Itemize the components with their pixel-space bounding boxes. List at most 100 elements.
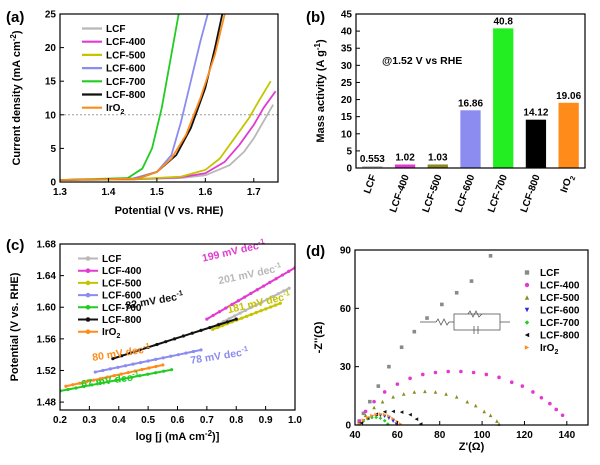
data-point (509, 380, 514, 385)
legend-label: LCF-800 (102, 315, 142, 326)
circuit-resistor (435, 318, 450, 326)
x-tick-label: 1.7 (247, 187, 261, 198)
data-point (91, 378, 96, 382)
x-tick-label: 0.3 (82, 415, 96, 426)
data-point (465, 399, 470, 404)
category-label-text: LCF-700 (486, 173, 510, 214)
y-tick-label: 10 (45, 110, 57, 121)
data-point (146, 359, 150, 363)
legend-label-text: LCF-800 (106, 90, 146, 101)
legend-label-text: LCF-600 (540, 306, 580, 317)
data-point (382, 418, 387, 423)
data-point (524, 295, 530, 300)
legend-label: LCF-800 (540, 331, 580, 342)
data-point (412, 390, 417, 394)
legend-label-text: LCF-500 (102, 278, 142, 289)
data-point (184, 351, 188, 355)
x-tick-label: 120 (516, 430, 533, 441)
y-tick-label: 40 (341, 27, 353, 38)
y-tick-label: 20 (341, 95, 353, 106)
tafel-slope-label: 201 mV dec-1 (217, 260, 283, 287)
data-point (412, 329, 417, 334)
data-point (495, 419, 499, 423)
data-point (154, 371, 158, 375)
data-point (408, 376, 412, 381)
bar-value-label: 19.06 (556, 91, 581, 102)
legend-label: LCF-500 (102, 278, 142, 289)
equivalent-circuit-inset (420, 310, 510, 334)
legend-label-text: LCF (106, 24, 125, 35)
tafel-slope-label: 80 mV dec-1 (91, 341, 151, 364)
data-point (230, 302, 234, 307)
bar (525, 119, 547, 168)
legend-label: LCF (102, 254, 121, 265)
data-point (146, 345, 150, 349)
axes-frame (355, 13, 586, 169)
y-axis-label-sup: -1 (313, 42, 322, 50)
legend-marker (85, 329, 91, 335)
data-point (386, 422, 390, 426)
legend-label-sub: 2 (120, 109, 124, 116)
legend-label-text: IrO (540, 343, 555, 354)
data-point (154, 364, 158, 369)
data-point (154, 357, 158, 362)
data-point (261, 284, 266, 288)
legend-label-text: LCF-400 (540, 281, 580, 292)
legend-label-text: LCF-800 (540, 331, 580, 342)
data-point (71, 383, 75, 387)
tafel-slope-text: 80 mV dec (91, 344, 144, 364)
data-point (497, 375, 501, 380)
legend-label-text: LCF-800 (102, 315, 142, 326)
x-axis-label: Potential (V vs. RHE) (115, 205, 224, 217)
y-axis-label-sup: -2 (9, 34, 18, 42)
legend-label-text: LCF-400 (106, 37, 146, 48)
circuit-parallel-box (453, 313, 501, 331)
data-point (164, 340, 168, 344)
panel-label: (d) (306, 243, 325, 260)
data-point (85, 380, 89, 384)
y-axis-label-text: Mass activity (A g (315, 50, 327, 143)
data-point (382, 390, 387, 394)
data-point (459, 369, 463, 374)
category-label-text: LCF-400 (388, 173, 412, 214)
y-tick-label: 1.68 (37, 240, 57, 251)
data-point (249, 291, 253, 296)
curves (60, 14, 277, 181)
data-point (378, 412, 383, 416)
y-tick-label: 1.52 (37, 366, 57, 377)
data-point (254, 303, 258, 307)
y-tick-label: 5 (50, 144, 56, 155)
y-axis-label: Current density (mA cm-2) (9, 30, 23, 165)
x-axis-label-end: )] (212, 431, 220, 443)
data-point (454, 290, 459, 295)
category-label: LCF-400 (388, 173, 412, 214)
x-tick-label: 0.9 (259, 415, 273, 426)
data-point (169, 354, 173, 358)
bar-value-label: 16.86 (458, 98, 483, 109)
y-tick-label: 0 (50, 178, 56, 189)
data-point (554, 407, 559, 412)
data-point (433, 390, 438, 394)
data-point (120, 354, 124, 358)
y-tick-label: 45 (341, 10, 353, 21)
data-point (191, 349, 196, 354)
data-point (287, 286, 291, 290)
bar-value-label: 1.03 (428, 152, 448, 163)
data-point (211, 327, 215, 331)
category-label-sub: 2 (569, 175, 577, 181)
bar-value-label: 0.553 (360, 154, 385, 165)
y-tick-label: 0 (346, 164, 352, 175)
series-line-lcf-600 (60, 14, 209, 181)
tafel-slope-sup: -1 (142, 341, 150, 351)
data-point (524, 282, 530, 288)
data-point (255, 288, 259, 292)
axes-frame (354, 249, 589, 426)
legend-marker (85, 292, 91, 298)
condition-annotation: @1.52 V vs RHE (382, 55, 462, 67)
data-point (282, 289, 286, 293)
data-point (243, 308, 248, 312)
